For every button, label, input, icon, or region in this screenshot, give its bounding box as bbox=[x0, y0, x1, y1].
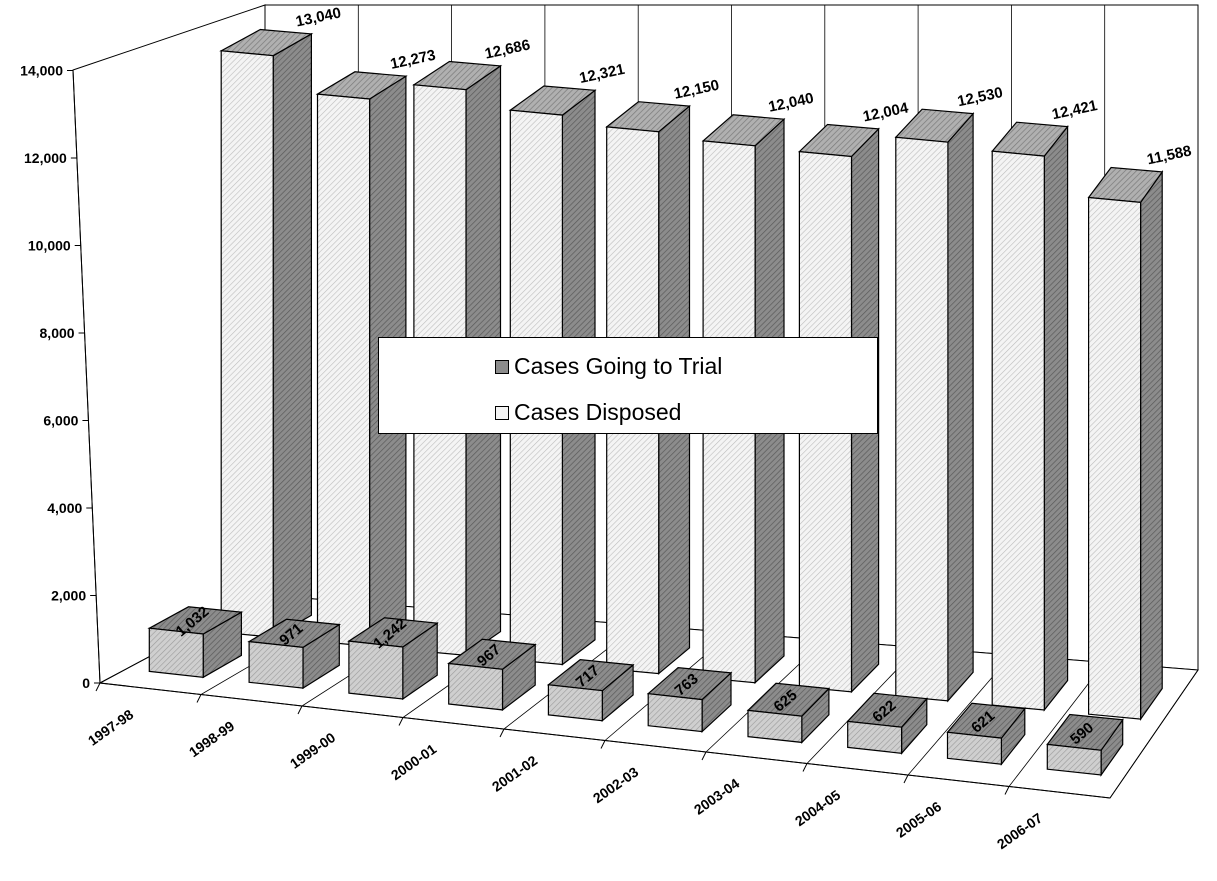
legend-label-trial: Cases Going to Trial bbox=[514, 353, 723, 379]
legend-item-trial: Cases Going to Trial bbox=[495, 353, 722, 380]
legend-swatch-trial bbox=[495, 359, 509, 374]
y-axis-line bbox=[72, 69, 101, 684]
bar-disposed-front bbox=[991, 150, 1045, 711]
x-tick-label: 2001-02 bbox=[489, 752, 540, 795]
x-tick-mark bbox=[701, 751, 707, 761]
y-tick-label: 0 bbox=[82, 675, 90, 691]
bar-disposed-side bbox=[947, 112, 974, 703]
bar-trial-front bbox=[148, 627, 204, 678]
bar-disposed-side bbox=[272, 32, 312, 639]
y-tick-label: 8,000 bbox=[40, 325, 75, 341]
bar-trial bbox=[347, 617, 439, 701]
y-tick-label: 12,000 bbox=[24, 150, 67, 166]
bar-disposed-front bbox=[1087, 196, 1142, 720]
bar-trial bbox=[846, 692, 929, 755]
bar-trial bbox=[447, 638, 537, 712]
x-tick-mark bbox=[297, 705, 303, 715]
x-tick-mark bbox=[95, 682, 101, 692]
bar-trial bbox=[247, 618, 342, 690]
bar-disposed bbox=[894, 108, 975, 703]
bar-trial bbox=[646, 666, 733, 733]
x-tick-label: 2005-06 bbox=[893, 798, 944, 841]
x-tick-mark bbox=[1004, 786, 1010, 795]
y-axis: 0 2,000 4,000 6,000 8,000 10,000 12,000 14,000 bbox=[20, 63, 101, 691]
floor-gridline bbox=[1109, 669, 1199, 799]
bar-disposed-front bbox=[895, 136, 949, 702]
bar-trial-front bbox=[547, 684, 603, 722]
x-tick-mark bbox=[499, 728, 505, 738]
bar-disposed bbox=[219, 28, 314, 639]
legend: Cases Going to Trial Cases Disposed bbox=[378, 337, 878, 434]
bar-trial bbox=[946, 702, 1026, 766]
x-tick-label: 2000-01 bbox=[388, 740, 439, 783]
bar-trial-front bbox=[647, 693, 703, 733]
y-tick-label: 10,000 bbox=[28, 238, 71, 254]
bar-disposed bbox=[991, 121, 1069, 712]
legend-swatch-disposed bbox=[495, 405, 509, 420]
bar-disposed bbox=[1087, 166, 1164, 721]
bar-trial bbox=[147, 606, 244, 679]
x-tick-label: 2006-07 bbox=[994, 809, 1045, 852]
bar-trial-front bbox=[348, 640, 404, 700]
bar-trial-front bbox=[946, 731, 1003, 765]
bars-cases-going-to-trial bbox=[147, 606, 1124, 777]
y-tick-label: 2,000 bbox=[51, 588, 86, 604]
x-tick-mark bbox=[903, 774, 909, 784]
legend-label-disposed: Cases Disposed bbox=[514, 399, 682, 425]
x-tick-label: 1999-00 bbox=[287, 729, 338, 772]
x-tick-mark bbox=[196, 694, 202, 703]
bar-disposed-side bbox=[1139, 170, 1163, 721]
x-tick-label: 1997-98 bbox=[85, 706, 136, 749]
y-tick-label: 14,000 bbox=[20, 63, 63, 79]
y-tick-label: 4,000 bbox=[47, 500, 82, 516]
x-tick-label: 1998-99 bbox=[186, 717, 237, 760]
bar-trial-front bbox=[847, 720, 903, 754]
bar-trial-front bbox=[1046, 743, 1102, 776]
bar-trial-front bbox=[248, 640, 304, 689]
bar-trial-front bbox=[448, 662, 504, 711]
x-tick-label: 2002-03 bbox=[590, 763, 641, 806]
x-tick-label: 2003-04 bbox=[691, 775, 742, 818]
bar-trial bbox=[746, 682, 831, 744]
x-tick-mark bbox=[600, 740, 606, 749]
bar-disposed-side bbox=[1043, 124, 1069, 712]
bar-trial-front bbox=[747, 709, 803, 744]
x-tick-mark bbox=[802, 763, 808, 772]
legend-item-disposed: Cases Disposed bbox=[495, 399, 681, 426]
bar-trial bbox=[1046, 713, 1124, 777]
bar-trial bbox=[546, 658, 635, 722]
bars-cases-disposed bbox=[219, 28, 1164, 721]
bar-disposed-front bbox=[316, 93, 371, 647]
x-tick-label: 2004-05 bbox=[792, 786, 843, 829]
x-tick-mark bbox=[398, 717, 404, 726]
bar-disposed-front bbox=[220, 50, 274, 638]
y-tick-label: 6,000 bbox=[43, 413, 78, 429]
